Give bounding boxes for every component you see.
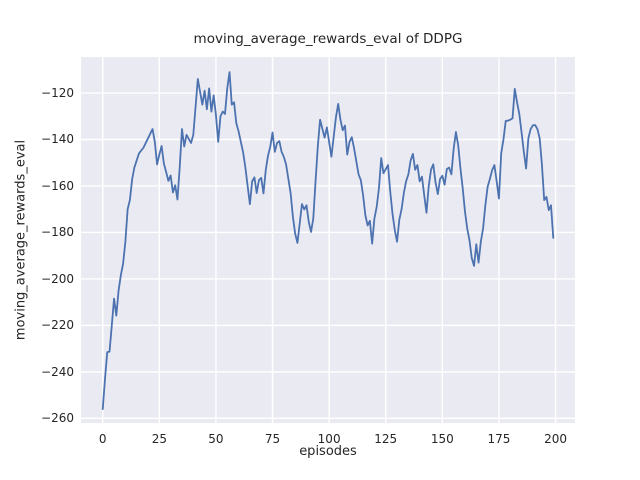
y-tick-label: −240 (41, 364, 74, 379)
y-tick-label: −120 (41, 86, 74, 101)
x-tick-label: 175 (487, 432, 511, 446)
x-tick-label: 75 (264, 432, 281, 446)
x-tick-label: 50 (208, 432, 224, 446)
x-tick-label: 150 (430, 432, 454, 446)
chart-title: moving_average_rewards_eval of DDPG (193, 31, 463, 47)
plot-svg (81, 57, 575, 423)
y-tick-label: −160 (41, 178, 74, 193)
axes (81, 57, 575, 423)
y-tick-label: −220 (41, 318, 74, 333)
y-tick-label: −180 (41, 225, 74, 240)
x-tick-label: 200 (544, 432, 567, 446)
x-tick-label: 0 (98, 432, 107, 446)
grid-lines (81, 57, 575, 423)
y-axis-label: moving_average_rewards_eval (13, 139, 29, 341)
x-axis-label: episodes (299, 444, 357, 459)
series-lines (101, 71, 555, 410)
y-tick-label: −140 (41, 132, 74, 147)
series-line-moving_average_rewards_eval (101, 71, 555, 410)
x-tick-label: 100 (317, 432, 341, 446)
x-tick-label: 25 (151, 432, 167, 446)
y-tick-label: −200 (41, 271, 74, 286)
y-tick-label: −260 (41, 411, 74, 426)
x-tick-label: 125 (374, 432, 398, 446)
